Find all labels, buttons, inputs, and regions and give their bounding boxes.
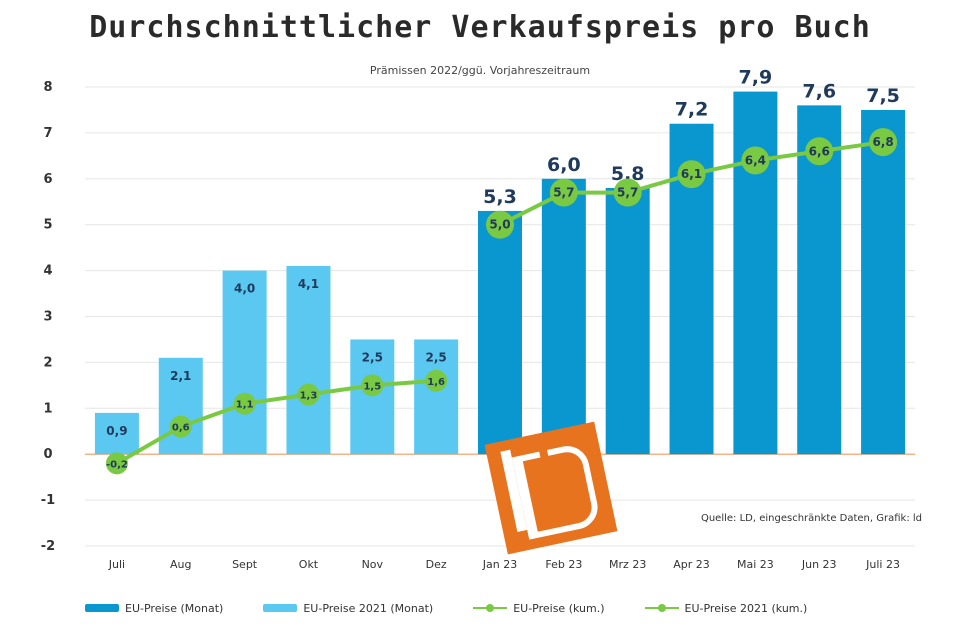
legend: EU-Preise (Monat) EU-Preise 2021 (Monat) E… [85, 598, 945, 618]
bar [94, 412, 139, 455]
bar [861, 109, 906, 455]
bar-data-label: 7,9 [739, 67, 773, 89]
plot-area: -2 -1 0 1 2 3 4 5 6 7 8 Juli Aug Sept Okt Nov Dez Jan 23 F… [41, 67, 915, 571]
x-tick-label: Nov [362, 558, 384, 571]
x-tick-label: Jun 23 [801, 558, 837, 571]
point-data-label: 1,1 [236, 400, 254, 411]
legend-swatch [644, 604, 679, 612]
line-point [741, 146, 770, 175]
legend-item: EU-Preise 2021 (Monat) [263, 602, 433, 615]
line-point [677, 160, 706, 189]
y-tick-label: -1 [41, 493, 55, 508]
chart-source: Quelle: LD, eingeschränkte Daten, Grafik… [700, 513, 922, 524]
bar-data-label: 5,3 [483, 186, 517, 208]
point-data-label: 6,1 [681, 167, 702, 181]
line-point [169, 415, 192, 438]
point-data-label: 6,6 [809, 144, 830, 158]
bar-data-label: 2,1 [170, 369, 191, 383]
legend-item: EU-Preise (kum.) [473, 601, 605, 615]
y-tick-label: 6 [43, 172, 52, 187]
line-point [486, 210, 514, 239]
y-tick-label: -2 [41, 539, 55, 554]
ld-logo [484, 421, 618, 555]
bar-data-label: 7,5 [866, 85, 900, 107]
x-tick-label: Dez [426, 558, 447, 571]
line-point [549, 178, 578, 207]
x-tick-label: Jan 23 [482, 558, 517, 571]
line-point [105, 452, 128, 475]
chart-title: Durchschnittlicher Verkaufspreis pro Buc… [89, 10, 871, 45]
point-data-label: 5,7 [553, 186, 574, 200]
y-tick-label: 4 [43, 264, 52, 279]
bar [286, 266, 331, 455]
bar [478, 210, 522, 455]
point-data-label: 0,6 [172, 423, 190, 434]
bar-data-label: 5,8 [611, 163, 645, 185]
legend-swatch [473, 604, 508, 612]
point-data-label: 6,8 [872, 135, 893, 149]
legend-item: EU-Preise 2021 (kum.) [644, 601, 808, 615]
y-tick-label: 5 [43, 218, 52, 233]
x-tick-label: Mai 23 [737, 558, 774, 571]
bar [733, 91, 778, 455]
line-point [425, 369, 448, 392]
x-tick-label: Mrz 23 [609, 558, 646, 571]
point-data-label: 1,5 [363, 381, 381, 392]
bar [222, 270, 267, 455]
legend-label: EU-Preise (Monat) [125, 601, 224, 615]
line-point [805, 137, 834, 166]
y-tick-label: 1 [43, 401, 52, 416]
y-tick-label: 8 [43, 80, 52, 95]
y-tick-label: 7 [43, 126, 52, 141]
legend-swatch [85, 604, 119, 612]
bar [541, 178, 586, 455]
x-tick-label: Feb 23 [545, 558, 582, 571]
line-point [613, 178, 642, 207]
point-data-label: 5,7 [617, 186, 638, 200]
point-data-label: 1,6 [427, 377, 445, 388]
bar [414, 339, 459, 455]
bar-data-label: 4,0 [234, 282, 255, 296]
y-tick-label: 3 [43, 310, 52, 325]
line-point [233, 392, 256, 415]
x-tick-label: Apr 23 [673, 558, 710, 571]
line-point [869, 128, 898, 157]
y-tick-label: 0 [43, 447, 52, 462]
bar [158, 357, 203, 455]
legend-item: EU-Preise (Monat) [85, 602, 223, 615]
bar-data-label: 4,1 [298, 277, 319, 291]
legend-label: EU-Preise (kum.) [513, 601, 605, 615]
point-data-label: 5,0 [489, 218, 510, 232]
x-tick-label: Aug [170, 558, 191, 571]
line-point [297, 383, 320, 406]
point-data-label: 6,4 [745, 153, 766, 167]
line-point [361, 374, 384, 397]
y-tick-label: 2 [43, 355, 52, 370]
chart-subtitle: Prämissen 2022/ggü. Vorjahreszeitraum [369, 64, 591, 77]
point-data-label: -0,2 [106, 459, 128, 470]
x-tick-label: Juli [108, 558, 125, 571]
bar [605, 187, 650, 455]
bar-data-label: 7,6 [802, 80, 836, 102]
legend-swatch [263, 604, 298, 612]
x-tick-label: Juli 23 [865, 558, 900, 571]
point-data-label: 1,3 [300, 391, 318, 402]
bar [350, 339, 395, 455]
legend-label: EU-Preise 2021 (Monat) [303, 601, 434, 615]
bar-data-label: 2,5 [426, 350, 447, 364]
bar-data-label: 6,0 [547, 154, 581, 176]
bar-data-label: 2,5 [362, 350, 383, 364]
x-tick-label: Sept [232, 558, 258, 571]
bar-data-label: 7,2 [675, 99, 709, 121]
legend-label: EU-Preise 2021 (kum.) [684, 601, 808, 615]
bar-data-label: 0,9 [106, 424, 127, 438]
x-tick-label: Okt [299, 558, 319, 571]
